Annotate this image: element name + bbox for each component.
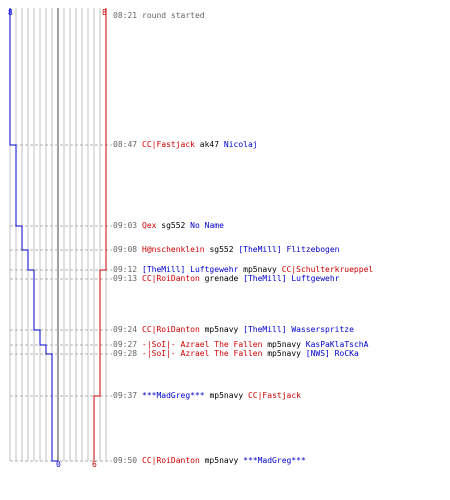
event-time: 09:28 (113, 349, 138, 358)
team-a-end-label: 0 (56, 460, 61, 469)
player-name: H@nschenklein (142, 245, 205, 254)
weapon-name: mp5navy (262, 340, 306, 349)
event-row: CC|RoiDanton mp5navy ***MadGreg*** (142, 456, 306, 466)
team-b-series-line (93, 8, 107, 461)
event-row: CC|RoiDanton mp5navy [TheMill] Wasserspr… (142, 325, 354, 335)
team-a-series-line (9, 8, 58, 462)
team-b-end-label: 6 (92, 460, 97, 469)
event-row: -|SoI|- Azrael The Fallen mp5navy [NWS] … (142, 349, 359, 359)
player-name: Nicolaj (223, 140, 258, 149)
player-name: [TheMill] Wasserspritze (243, 325, 354, 334)
player-name: CC|Schulterkrueppel (281, 265, 374, 274)
event-row: H@nschenklein sg552 [TheMill] Flitzeboge… (142, 245, 340, 255)
event-time: 09:08 (113, 245, 138, 254)
event-row: CC|RoiDanton grenade [TheMill] Luftgeweh… (142, 274, 339, 284)
weapon-name: sg552 (156, 221, 191, 230)
weapon-name: ak47 (194, 140, 224, 149)
player-name: ***MadGreg*** (142, 391, 205, 400)
event-time: 08:47 (113, 140, 138, 149)
event-time: 08:21 (113, 11, 138, 20)
weapon-name: mp5navy (238, 265, 282, 274)
event-time: 09:37 (113, 391, 138, 400)
event-time: 09:27 (113, 340, 138, 349)
event-time: 09:24 (113, 325, 138, 334)
event-text: round started (142, 11, 205, 20)
event-time: 09:12 (113, 265, 138, 274)
player-name: -|SoI|- Azrael The Fallen (142, 340, 263, 349)
team-b-start-label: 8 (102, 8, 107, 17)
player-name: [TheMill] Luftgewehr (243, 274, 340, 283)
event-time: 09:13 (113, 274, 138, 283)
player-name: [TheMill] Luftgewehr (142, 265, 239, 274)
player-name: CC|RoiDanton (142, 456, 200, 465)
weapon-name: grenade (199, 274, 244, 283)
event-time: 09:03 (113, 221, 138, 230)
player-name: [NWS] RoCKa (305, 349, 359, 358)
weapon-name: mp5navy (204, 391, 248, 400)
player-name: No Name (190, 221, 224, 230)
weapon-name: sg552 (204, 245, 239, 254)
player-name: KasPaKlaTschA (305, 340, 369, 349)
event-time: 09:50 (113, 456, 138, 465)
event-row: CC|Fastjack ak47 Nicolaj (142, 140, 258, 150)
player-name: -|SoI|- Azrael The Fallen (142, 349, 263, 358)
team-a-start-label: 8 (8, 8, 13, 17)
player-name: [TheMill] Flitzebogen (238, 245, 340, 254)
player-name: Qex (142, 221, 157, 230)
player-name: CC|Fastjack (247, 391, 301, 400)
grid-lines (9, 8, 107, 461)
player-name: CC|RoiDanton (142, 274, 200, 283)
weapon-name: mp5navy (199, 325, 244, 334)
weapon-name: mp5navy (199, 456, 244, 465)
event-guide-lines (10, 144, 112, 462)
event-row: -|SoI|- Azrael The Fallen mp5navy KasPaK… (142, 340, 368, 350)
weapon-name: mp5navy (262, 349, 306, 358)
event-row: [TheMill] Luftgewehr mp5navy CC|Schulter… (142, 265, 373, 275)
player-name: CC|RoiDanton (142, 325, 200, 334)
event-row: ***MadGreg*** mp5navy CC|Fastjack (142, 391, 301, 401)
player-name: CC|Fastjack (142, 140, 195, 149)
event-row: Qex sg552 No Name (142, 221, 224, 231)
player-name: ***MadGreg*** (243, 456, 306, 465)
event-row: round started (142, 11, 205, 21)
